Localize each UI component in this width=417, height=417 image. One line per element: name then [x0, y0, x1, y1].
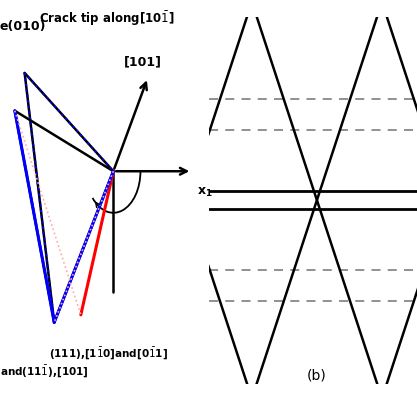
- Text: Crack tip along[10$\bar{1}$]: Crack tip along[10$\bar{1}$]: [39, 9, 174, 28]
- Text: (111),[1$\bar{1}$0]and[0$\bar{1}$1]: (111),[1$\bar{1}$0]and[0$\bar{1}$1]: [49, 345, 168, 361]
- Text: $\mathbf{x_1}$: $\mathbf{x_1}$: [197, 186, 213, 199]
- Text: (b): (b): [307, 369, 327, 383]
- Text: and(11$\bar{1}$),[101]: and(11$\bar{1}$),[101]: [0, 363, 88, 379]
- Text: [101]: [101]: [124, 55, 162, 68]
- Text: e(010): e(010): [0, 20, 47, 33]
